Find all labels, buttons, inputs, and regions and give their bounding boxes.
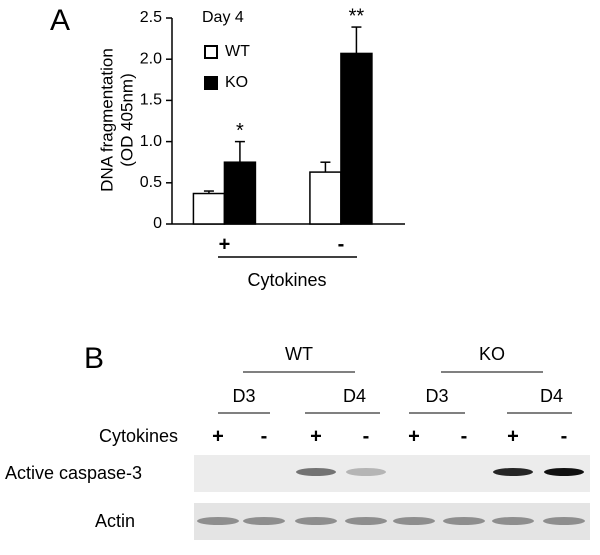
band xyxy=(296,468,336,476)
band xyxy=(544,468,584,476)
bar xyxy=(340,52,373,225)
bar xyxy=(192,192,226,225)
x-axis-label: Cytokines xyxy=(247,270,326,290)
band xyxy=(197,517,239,525)
y-tick-label: 0 xyxy=(153,215,162,232)
band xyxy=(346,468,386,476)
treatment-sign: + xyxy=(408,425,420,447)
band xyxy=(295,517,337,525)
bar xyxy=(309,171,342,225)
treatment-sign: - xyxy=(363,425,370,447)
legend-label: WT xyxy=(225,43,250,60)
y-tick-label: 0.5 xyxy=(140,174,162,191)
y-tick-label: 1.5 xyxy=(140,92,162,109)
error-bar xyxy=(351,26,362,54)
panel-label: A xyxy=(50,4,70,37)
inset-label: Day 4 xyxy=(202,9,244,26)
band xyxy=(493,468,533,476)
legend-swatch xyxy=(204,76,218,90)
band xyxy=(393,517,435,525)
legend-swatch xyxy=(204,45,218,59)
y-axis-label: DNA fragmentation xyxy=(97,48,116,192)
error-bar xyxy=(320,161,331,173)
y-tick-label: 2.5 xyxy=(140,9,162,26)
y-tick-label: 1.0 xyxy=(140,133,162,150)
band xyxy=(345,517,387,525)
treatment-sign: - xyxy=(461,425,468,447)
legend-label: KO xyxy=(225,74,248,91)
x-tick-label: - xyxy=(338,233,345,255)
y-axis-label: (OD 405nm) xyxy=(117,73,136,167)
day-label: D3 xyxy=(232,386,255,406)
row-label: Active caspase-3 xyxy=(5,463,142,483)
day-label: D3 xyxy=(425,386,448,406)
band xyxy=(492,517,534,525)
error-bar xyxy=(203,190,214,194)
group-label: WT xyxy=(285,344,313,364)
treatment-sign: - xyxy=(561,425,568,447)
treatment-sign: - xyxy=(261,425,268,447)
treatment-sign: + xyxy=(310,425,322,447)
day-label: D4 xyxy=(343,386,366,406)
treatment-label: Cytokines xyxy=(99,426,178,446)
treatment-sign: + xyxy=(212,425,224,447)
day-label: D4 xyxy=(540,386,563,406)
error-bar xyxy=(234,140,245,163)
treatment-sign: + xyxy=(507,425,519,447)
y-tick-label: 2.0 xyxy=(140,50,162,67)
band xyxy=(243,517,285,525)
western-blot xyxy=(194,455,590,540)
band xyxy=(443,517,485,525)
significance-mark: ** xyxy=(349,5,365,27)
band xyxy=(543,517,585,525)
bar xyxy=(223,161,257,225)
panel-label: B xyxy=(84,342,104,375)
row-label: Actin xyxy=(95,511,135,531)
significance-mark: * xyxy=(236,120,244,142)
group-label: KO xyxy=(479,344,505,364)
x-tick-label: + xyxy=(219,233,231,255)
